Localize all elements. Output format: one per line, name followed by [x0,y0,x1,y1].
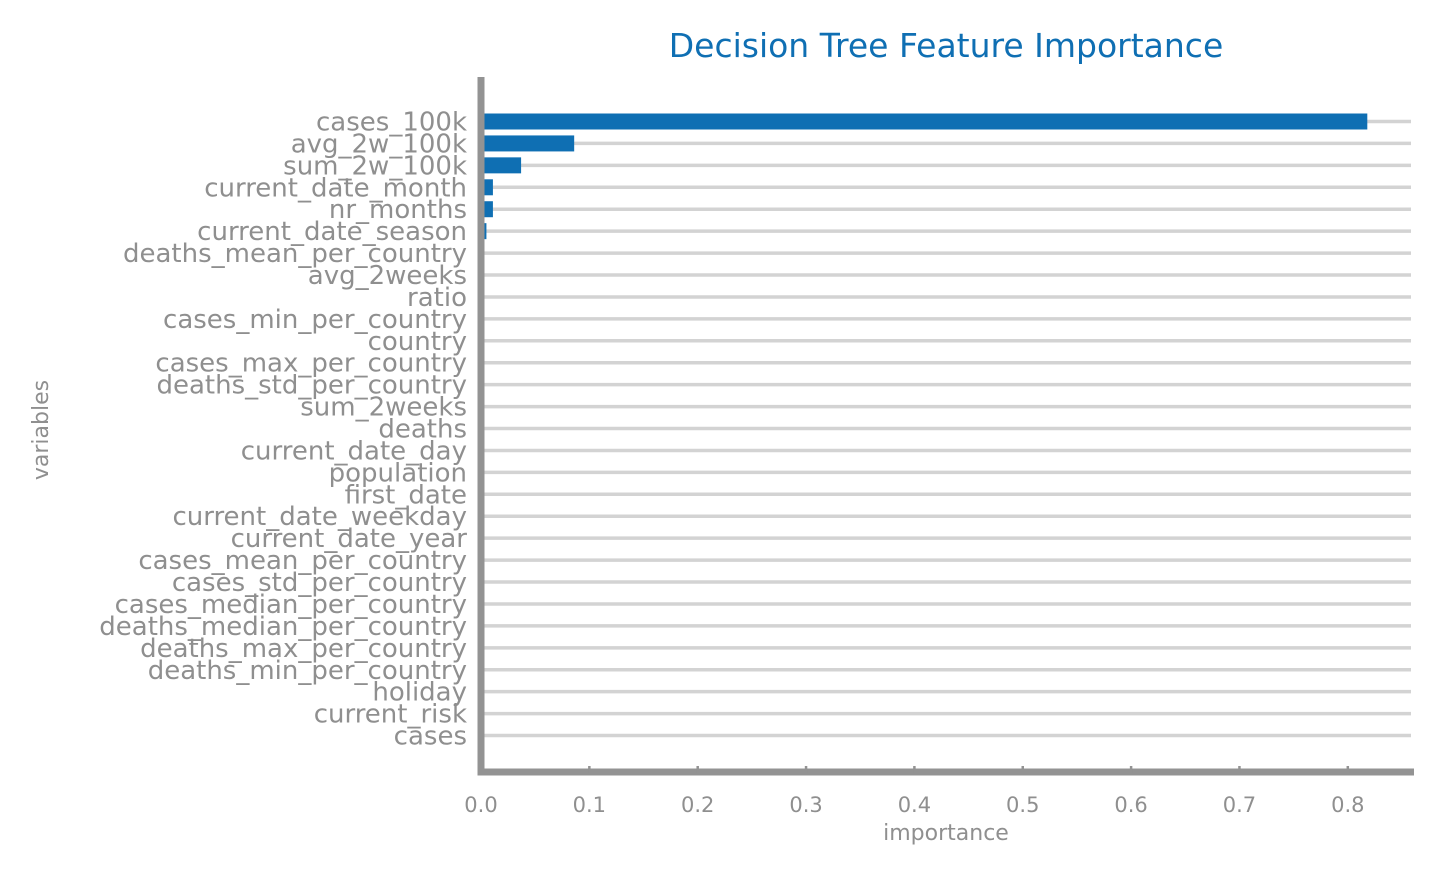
category-label: deaths_median_per_country [99,612,467,642]
category-label: deaths_min_per_country [148,656,467,686]
category-label: deaths_max_per_country [140,634,467,664]
category-label: holiday [372,678,467,708]
category-label: current_date_weekday [172,502,467,532]
category-label: cases_std_per_country [172,568,467,598]
category-label: current_date_day [241,436,467,466]
category-label: deaths_mean_per_country [123,239,467,269]
category-label: current_date_season [197,217,467,247]
bar-nr-months [481,201,493,218]
category-label: current_risk [314,700,467,730]
category-label: avg_2weeks [308,261,467,291]
bar-sum-2w-100k [481,157,522,174]
category-label: cases [394,722,467,752]
category-label: sum_2weeks [300,393,467,423]
category-label: current_date_year [231,524,468,554]
category-labels: cases_100kavg_2w_100ksum_2w_100kcurrent_… [99,108,467,752]
category-label: ratio [407,283,467,313]
x-tick-label: 0.5 [1006,793,1039,817]
chart-title: Decision Tree Feature Importance [669,26,1224,65]
category-label: cases_100k [316,108,467,138]
x-tick-labels: 0.0 0.1 0.2 0.3 0.4 0.5 0.6 0.7 0.8 [464,766,1365,817]
x-tick-label: 0.2 [681,793,714,817]
category-label: country [368,327,467,357]
y-axis-title: variables [29,380,54,480]
category-label: avg_2w_100k [291,129,467,159]
category-label: cases_min_per_country [163,305,467,335]
x-tick-label: 0.6 [1114,793,1147,817]
x-axis-title: importance [883,821,1009,846]
bar-cases-100k [481,113,1368,130]
bars [481,113,1368,262]
category-label: deaths_std_per_country [156,371,467,401]
category-label: deaths [378,415,467,445]
category-label: cases_mean_per_country [138,546,467,576]
category-label: current_date_month [204,173,467,203]
category-label: cases_max_per_country [155,349,467,379]
x-tick-label: 0.7 [1223,793,1256,817]
bar-avg-2w-100k [481,135,575,152]
x-tick-label: 0.0 [464,793,497,817]
x-tick-label: 0.4 [898,793,931,817]
x-tick-label: 0.8 [1331,793,1364,817]
category-label: sum_2w_100k [283,151,467,181]
axes [477,77,1414,776]
category-label: cases_median_per_country [115,590,467,620]
category-label: nr_months [329,195,467,225]
grid-lines [481,119,1411,738]
bar-current-date-month [481,179,493,196]
category-label: first_date [345,480,467,510]
category-label: population [329,458,467,488]
x-tick-label: 0.3 [789,793,822,817]
x-tick-label: 0.1 [573,793,606,817]
